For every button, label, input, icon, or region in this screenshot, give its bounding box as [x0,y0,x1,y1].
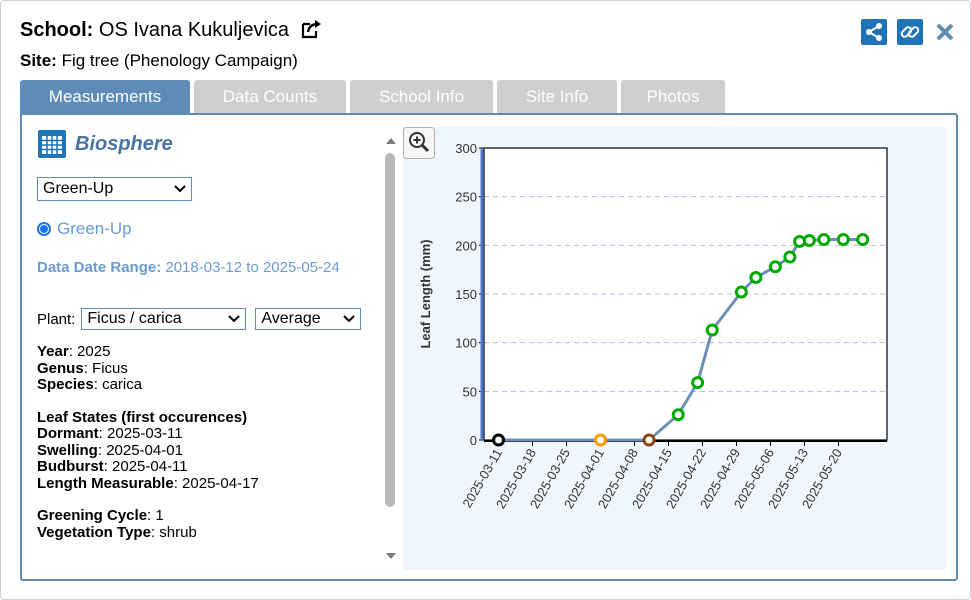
scrollbar[interactable] [385,135,397,565]
site-title: Site: Fig tree (Phenology Campaign) [20,51,298,71]
y-tick-label: 150 [455,287,477,302]
stat-select[interactable]: Average [255,308,362,330]
chevron-down-icon [343,315,356,323]
tab-data-counts[interactable]: Data Counts [194,80,346,113]
tab-site-info[interactable]: Site Info [497,80,617,113]
data-point-dormant [492,433,506,447]
year-line: Year: 2025 [37,343,111,360]
data-point-green [836,232,850,246]
y-tick-label: 0 [470,433,477,448]
site-label: Site: [20,51,57,70]
y-tick-label: 200 [455,238,477,253]
green-up-radio-label: Green-Up [57,219,132,238]
data-point-green [817,232,831,246]
data-point-green [856,232,870,246]
chevron-down-icon [174,185,186,193]
y-tick-label: 250 [455,190,477,205]
dormant-line: Dormant: 2025-03-11 [37,425,183,442]
y-tick-label: 300 [455,141,477,156]
school-label: School: [20,19,94,41]
scroll-up-arrow [386,138,396,144]
scroll-down-arrow [386,553,396,559]
data-point-green [705,323,719,337]
genus-line: Genus: Ficus [37,359,128,377]
swelling-line: Swelling: 2025-04-01 [37,441,183,459]
plant-select[interactable]: Ficus / carica [81,308,247,330]
protocol-sidebar: Biosphere Green-Up Green-Up Data Date Ra… [37,129,382,565]
school-title: School: OS Ivana Kukuljevica [20,19,323,42]
zoom-in-icon[interactable] [403,127,435,159]
close-icon [936,23,954,41]
data-point-green [768,260,782,274]
species-line: Species: carica [37,376,143,393]
protocol-select[interactable]: Green-Up [37,177,192,201]
protocol-select-value: Green-Up [43,180,114,197]
data-point-green [671,408,685,422]
data-point-green [691,376,705,390]
chart-container: 0 50 100 150 200 250 300 2025-03-11 2025-03-18 20… [403,127,946,570]
leaf-states-title: Leaf States (first occurences) [37,408,248,426]
tab-photos[interactable]: Photos [621,80,725,113]
close-button[interactable] [933,19,957,45]
green-up-radio[interactable] [37,222,51,236]
stat-select-value: Average [261,310,321,327]
leaf-states: Leaf States (first occurences) Dormant: … [37,408,382,493]
length-measurable-line: Length Measurable: 2025-04-17 [37,474,259,492]
data-date-range: Data Date Range: 2018-03-12 to 2025-05-2… [37,255,382,281]
plant-select-value: Ficus / carica [87,310,182,327]
share-button[interactable] [861,19,887,45]
chevron-down-icon [228,315,241,323]
data-point-swelling [594,433,608,447]
range-value: 2018-03-12 to 2025-05-24 [165,259,340,276]
measurements-panel: Biosphere Green-Up Green-Up Data Date Ra… [20,113,958,581]
data-point-green [734,285,748,299]
plant-row: Plant: Ficus / carica Average [37,308,382,330]
greening-cycle-line: Greening Cycle: 1 [37,507,164,524]
y-tick-label: 100 [455,336,477,351]
share-icon [866,23,882,41]
green-up-radio-row[interactable]: Green-Up [37,219,382,239]
data-point-green [802,233,816,247]
biosphere-header: Biosphere [37,129,382,159]
data-point-green [783,250,797,264]
tab-school-info[interactable]: School Info [350,80,493,113]
site-name: Fig tree (Phenology Campaign) [61,51,298,70]
link-icon [900,26,920,38]
header-actions [861,19,957,45]
cycle-info: Greening Cycle: 1 Vegetation Type: shrub [37,507,382,541]
data-point-green [749,270,763,284]
y-tick-label: 50 [463,384,477,399]
y-axis-label: Leaf Length (mm) [418,239,433,348]
tab-bar: Measurements Data Counts School Info Sit… [20,80,725,113]
table-icon [38,130,66,158]
plant-label: Plant: [37,310,76,328]
data-point-budburst [642,433,656,447]
link-button[interactable] [897,19,923,45]
range-label: Data Date Range: [37,259,162,276]
external-link-icon[interactable] [301,19,323,39]
biosphere-title: Biosphere [75,132,173,155]
school-name: OS Ivana Kukuljevica [98,19,290,41]
budburst-line: Budburst: 2025-04-11 [37,458,188,475]
leaf-length-chart: 0501001502002503002025-03-112025-03-1820… [418,141,888,511]
scrollbar-thumb[interactable] [385,153,395,507]
tab-measurements[interactable]: Measurements [20,80,190,113]
plant-info: Year: 2025 Genus: Ficus Species: carica [37,343,382,394]
vegetation-type-line: Vegetation Type: shrub [37,523,197,541]
